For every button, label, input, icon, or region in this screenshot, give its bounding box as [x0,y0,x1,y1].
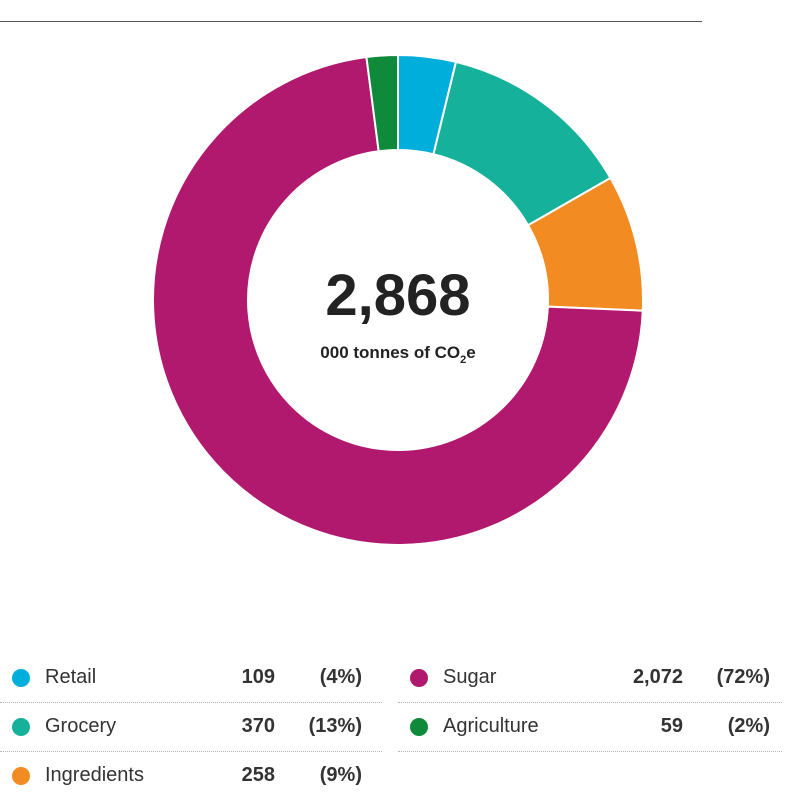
legend-dot-ingredients [12,767,30,785]
legend-label-agriculture: Agriculture [443,715,539,737]
legend-label-grocery: Grocery [45,715,117,737]
legend-dot-sugar [410,669,428,687]
legend-dot-agriculture [410,718,428,736]
legend-label-retail: Retail [45,666,97,688]
legend-label-ingredients: Ingredients [45,764,144,786]
legend-value-grocery: 370 [241,715,275,737]
legend-dot-retail [12,669,30,687]
legend-item-retail: Retail 109 (4%) [0,654,382,703]
donut-chart: 2,868 000 tonnes of CO2e [152,53,644,546]
center-unit-subscript: 2 [460,354,466,366]
legend-item-agriculture: Agriculture 59 (2%) [398,703,782,752]
legend-pct-agriculture: (2%) [727,715,770,737]
legend-item-ingredients: Ingredients 258 (9%) [0,752,382,801]
legend-pct-ingredients: (9%) [319,764,362,786]
top-rule [0,21,702,22]
legend-item-grocery: Grocery 370 (13%) [0,703,382,752]
center-total: 2,868 [325,263,470,328]
legend-pct-grocery: (13%) [308,715,362,737]
slice-sugar [152,55,644,546]
legend-item-sugar: Sugar 2,072 (72%) [398,654,782,703]
legend-value-retail: 109 [241,666,275,688]
center-unit-suffix: e [466,343,475,362]
donut-slices [152,53,644,546]
legend-dot-grocery [12,718,30,736]
center-unit-main: 000 tonnes of CO [320,343,460,362]
legend-label-sugar: Sugar [443,666,497,688]
legend-pct-retail: (4%) [319,666,362,688]
legend-value-ingredients: 258 [241,764,275,786]
legend-value-agriculture: 59 [660,715,683,737]
legend-pct-sugar: (72%) [716,666,770,688]
legend-value-sugar: 2,072 [632,666,683,688]
slice-agriculture [365,53,399,153]
center-unit: 000 tonnes of CO2e [320,343,475,366]
